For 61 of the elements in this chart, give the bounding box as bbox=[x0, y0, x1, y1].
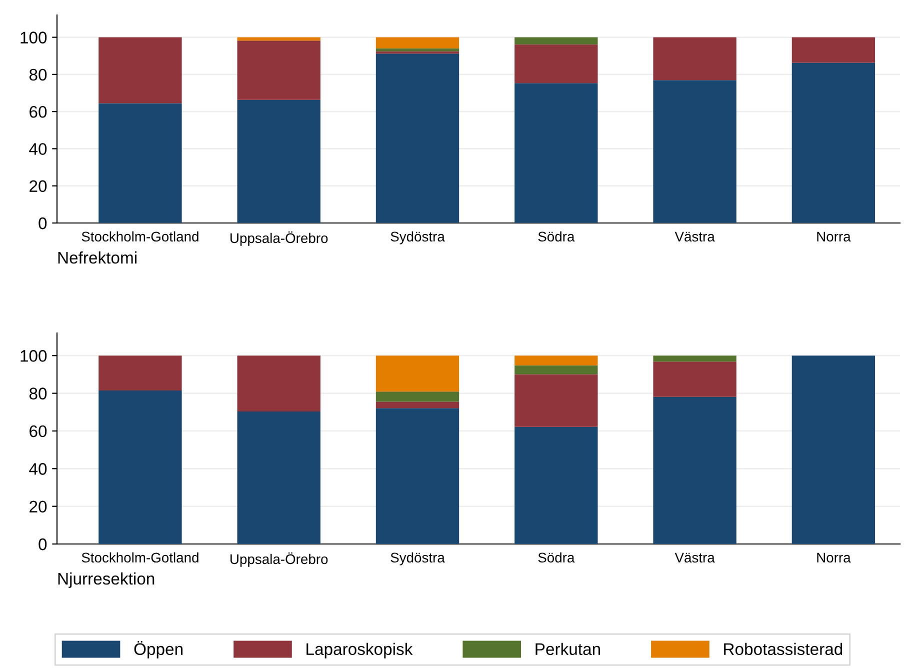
bar bbox=[792, 62, 876, 223]
y-tick-label: 40 bbox=[29, 463, 47, 475]
bar bbox=[237, 37, 320, 41]
bar bbox=[237, 100, 320, 223]
y-tick-label: 80 bbox=[29, 68, 47, 81]
y-tick-label: 0 bbox=[38, 217, 47, 230]
bar bbox=[653, 356, 736, 362]
x-tick-label: Sydöstra bbox=[390, 231, 445, 244]
bar bbox=[514, 37, 598, 44]
bar bbox=[237, 40, 320, 100]
bar bbox=[653, 37, 736, 80]
y-tick-label: 100 bbox=[20, 350, 47, 362]
bar bbox=[514, 426, 598, 544]
bar bbox=[514, 83, 598, 223]
legend-label: Robotassisterad bbox=[724, 642, 842, 656]
y-tick-label: 20 bbox=[30, 180, 47, 192]
bar bbox=[237, 412, 320, 544]
x-axis-title: Nefrektomi bbox=[58, 251, 136, 264]
legend-label: Öppen bbox=[134, 640, 182, 658]
bar bbox=[376, 408, 460, 544]
bar bbox=[376, 48, 460, 52]
bar bbox=[653, 80, 736, 223]
bar bbox=[237, 356, 320, 412]
bar bbox=[98, 103, 182, 223]
x-tick-label: Stockholm-Gotland bbox=[82, 231, 198, 242]
x-tick-label: Södra bbox=[538, 231, 575, 242]
bar bbox=[98, 37, 182, 104]
bar bbox=[376, 402, 460, 408]
y-tick-label: 60 bbox=[30, 425, 47, 438]
x-tick-label: Västra bbox=[674, 552, 715, 563]
y-tick-label: 20 bbox=[30, 500, 47, 513]
bar bbox=[514, 44, 598, 84]
x-tick-label: Uppsala-Örebro bbox=[230, 231, 328, 246]
bar bbox=[514, 365, 598, 374]
y-tick-label: 0 bbox=[38, 538, 47, 550]
y-tick-label: 60 bbox=[30, 106, 47, 118]
bar bbox=[514, 356, 598, 366]
bar bbox=[514, 374, 598, 427]
x-tick-label: Stockholm-Gotland bbox=[82, 552, 198, 563]
bar bbox=[653, 396, 736, 544]
y-tick-label: 100 bbox=[20, 32, 47, 44]
x-tick-label: Uppsala-Örebro bbox=[230, 552, 328, 567]
x-tick-label: Norra bbox=[817, 232, 851, 242]
legend-label: Perkutan bbox=[536, 642, 600, 656]
bar bbox=[792, 37, 876, 63]
x-tick-label: Södra bbox=[538, 552, 575, 563]
bar bbox=[376, 37, 460, 48]
bar bbox=[376, 54, 460, 223]
x-tick-label: Västra bbox=[674, 232, 715, 242]
x-tick-label: Sydöstra bbox=[390, 552, 445, 566]
y-tick-label: 40 bbox=[29, 143, 47, 155]
bar bbox=[98, 356, 182, 390]
bar bbox=[376, 356, 460, 392]
y-tick-label: 80 bbox=[29, 388, 47, 400]
x-axis-title: Njurresektion bbox=[58, 572, 154, 588]
bar bbox=[653, 362, 736, 397]
bar bbox=[98, 390, 182, 544]
bar bbox=[792, 356, 876, 544]
x-tick-label: Norra bbox=[817, 552, 851, 563]
legend-label: Laparoskopisk bbox=[306, 642, 413, 658]
bar bbox=[376, 392, 460, 402]
